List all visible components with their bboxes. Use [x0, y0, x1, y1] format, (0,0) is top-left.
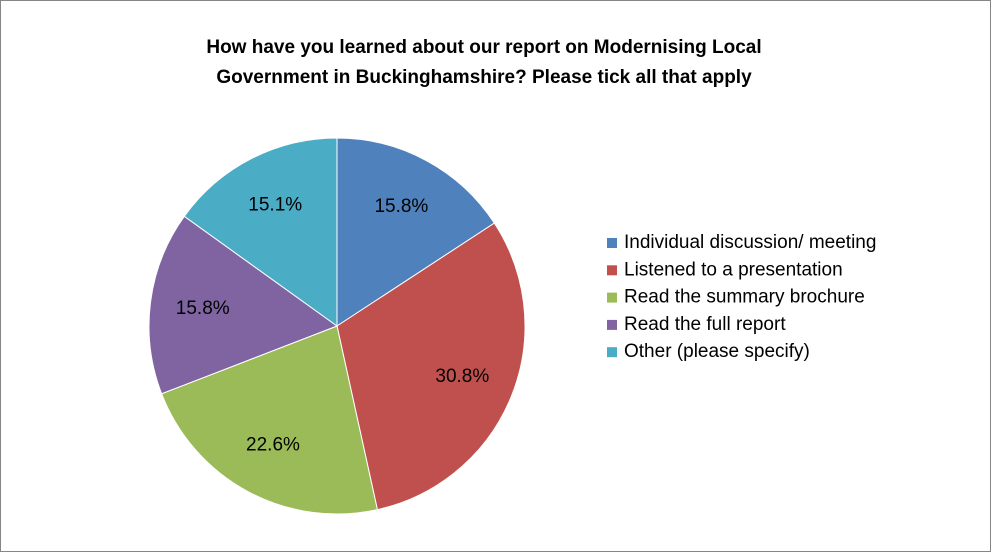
legend-swatch [607, 292, 617, 303]
legend-label: Read the full report [624, 314, 786, 335]
pie-slice [183, 137, 338, 327]
data-label: 22.6% [246, 434, 300, 455]
legend-label: Read the summary brochure [624, 287, 865, 308]
legend-label: Listened to a presentation [624, 259, 843, 280]
data-label: 15.1% [248, 195, 302, 216]
data-label: 30.8% [435, 366, 489, 387]
legend-swatch [607, 265, 617, 276]
legend-label: Individual discussion/ meeting [624, 232, 876, 253]
legend-swatch [607, 347, 617, 358]
legend-swatch [607, 319, 617, 330]
chart-title: Government in Buckinghamshire? Please ti… [216, 67, 752, 88]
data-label: 15.8% [374, 196, 428, 217]
legend-label: Other (please specify) [624, 341, 810, 362]
pie-slice [336, 222, 526, 511]
legend-swatch [607, 238, 617, 248]
pie-slice [336, 137, 496, 327]
chart-title: How have you learned about our report on… [206, 37, 761, 58]
pie-slice [148, 215, 339, 395]
data-label: 15.8% [176, 298, 230, 319]
